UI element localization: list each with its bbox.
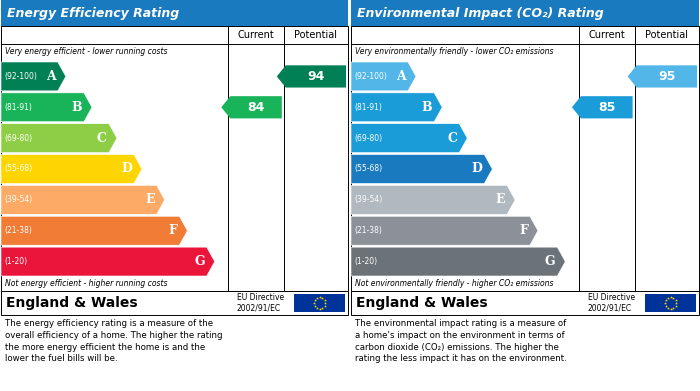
Text: D: D <box>121 163 132 176</box>
Text: (92-100): (92-100) <box>4 72 37 81</box>
Text: C: C <box>447 132 457 145</box>
Text: (39-54): (39-54) <box>354 196 382 204</box>
Text: 94: 94 <box>307 70 325 83</box>
Text: D: D <box>471 163 482 176</box>
Polygon shape <box>1 62 66 91</box>
Text: 85: 85 <box>598 101 615 114</box>
Text: B: B <box>71 101 82 114</box>
Text: (81-91): (81-91) <box>4 103 32 112</box>
Text: C: C <box>97 132 107 145</box>
Text: Very energy efficient - lower running costs: Very energy efficient - lower running co… <box>5 47 167 56</box>
Polygon shape <box>351 62 416 91</box>
Text: (1-20): (1-20) <box>354 257 377 266</box>
Text: The energy efficiency rating is a measure of the
overall efficiency of a home. T: The energy efficiency rating is a measur… <box>5 319 223 363</box>
Text: (1-20): (1-20) <box>4 257 27 266</box>
Polygon shape <box>351 247 566 276</box>
Text: Potential: Potential <box>645 30 688 40</box>
Bar <box>351 0 699 26</box>
Bar <box>1 26 348 291</box>
Polygon shape <box>351 216 538 245</box>
Text: Potential: Potential <box>295 30 337 40</box>
Polygon shape <box>1 185 164 214</box>
Text: The environmental impact rating is a measure of
a home's impact on the environme: The environmental impact rating is a mea… <box>355 319 567 363</box>
Text: E: E <box>145 194 155 206</box>
Bar <box>1 291 348 315</box>
Text: (69-80): (69-80) <box>354 134 382 143</box>
Text: E: E <box>496 194 505 206</box>
Polygon shape <box>628 65 697 88</box>
Text: (55-68): (55-68) <box>4 165 32 174</box>
Bar <box>294 294 345 312</box>
Text: (21-38): (21-38) <box>4 226 32 235</box>
Text: 95: 95 <box>658 70 676 83</box>
Polygon shape <box>351 154 492 183</box>
Polygon shape <box>1 247 215 276</box>
Bar <box>351 26 699 291</box>
Polygon shape <box>351 93 442 122</box>
Polygon shape <box>276 65 346 88</box>
Polygon shape <box>1 216 188 245</box>
Text: A: A <box>46 70 56 83</box>
Text: (39-54): (39-54) <box>4 196 32 204</box>
Text: (81-91): (81-91) <box>354 103 382 112</box>
Text: (92-100): (92-100) <box>354 72 387 81</box>
Text: England & Wales: England & Wales <box>356 296 488 310</box>
Bar <box>1 0 348 26</box>
Text: A: A <box>396 70 406 83</box>
Text: (21-38): (21-38) <box>354 226 382 235</box>
Text: G: G <box>545 255 555 268</box>
Polygon shape <box>1 124 117 152</box>
Text: F: F <box>519 224 528 237</box>
Text: Environmental Impact (CO₂) Rating: Environmental Impact (CO₂) Rating <box>357 7 603 20</box>
Polygon shape <box>1 93 92 122</box>
Text: EU Directive
2002/91/EC: EU Directive 2002/91/EC <box>587 293 635 313</box>
Text: B: B <box>421 101 432 114</box>
Bar <box>645 294 696 312</box>
Text: Current: Current <box>589 30 625 40</box>
Bar <box>351 291 699 315</box>
Text: F: F <box>169 224 177 237</box>
Polygon shape <box>351 185 515 214</box>
Text: (69-80): (69-80) <box>4 134 32 143</box>
Polygon shape <box>351 124 467 152</box>
Polygon shape <box>572 96 633 118</box>
Text: Current: Current <box>238 30 274 40</box>
Text: (55-68): (55-68) <box>354 165 382 174</box>
Text: England & Wales: England & Wales <box>6 296 138 310</box>
Text: Energy Efficiency Rating: Energy Efficiency Rating <box>7 7 179 20</box>
Text: Very environmentally friendly - lower CO₂ emissions: Very environmentally friendly - lower CO… <box>355 47 554 56</box>
Text: 84: 84 <box>247 101 265 114</box>
Polygon shape <box>221 96 282 118</box>
Text: EU Directive
2002/91/EC: EU Directive 2002/91/EC <box>237 293 284 313</box>
Text: G: G <box>194 255 204 268</box>
Polygon shape <box>1 154 142 183</box>
Text: Not energy efficient - higher running costs: Not energy efficient - higher running co… <box>5 279 167 288</box>
Text: Not environmentally friendly - higher CO₂ emissions: Not environmentally friendly - higher CO… <box>355 279 554 288</box>
